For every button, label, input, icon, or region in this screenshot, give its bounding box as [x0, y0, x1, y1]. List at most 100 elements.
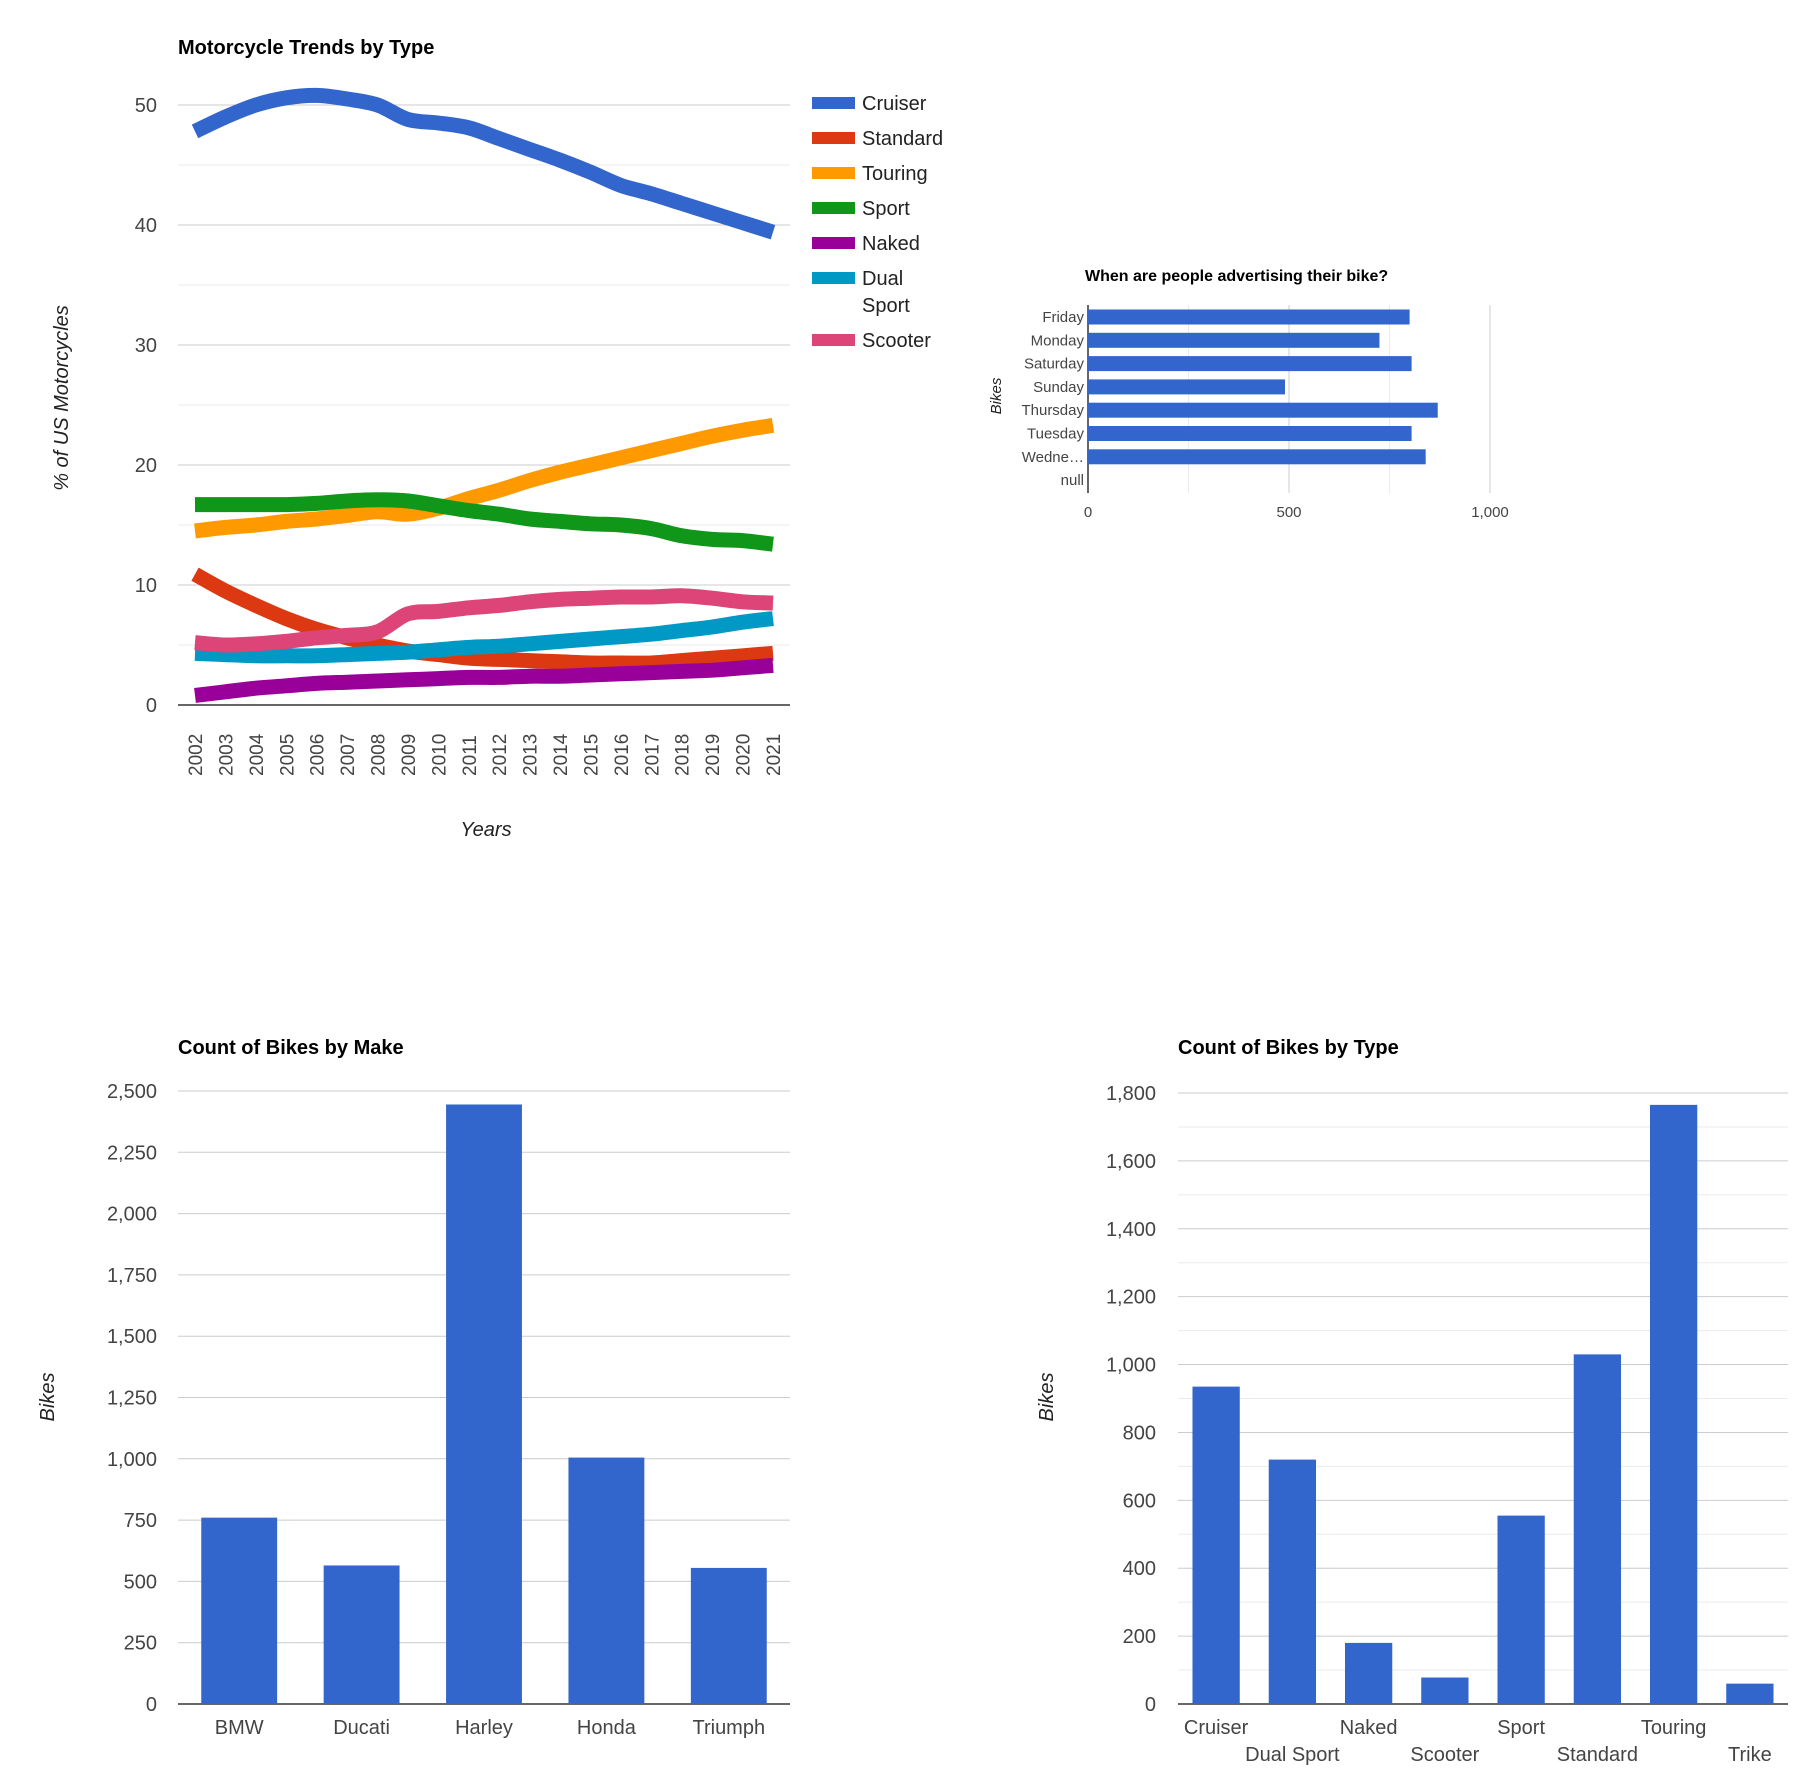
series-line-scooter: [194, 588, 774, 653]
legend-swatch-scooter: [812, 334, 855, 346]
make-chart: Count of Bikes by Make Bikes 0 250 500 750 1…: [37, 1037, 790, 1739]
bar-standard: [1573, 1354, 1622, 1704]
type-bars: [1192, 1104, 1774, 1704]
y-tick-label: 1,500: [107, 1326, 157, 1348]
legend-swatch-sport: [812, 202, 855, 214]
y-tick-label: 0: [1145, 1694, 1156, 1716]
bar-sport: [1497, 1515, 1545, 1704]
legend-swatch-touring: [812, 167, 855, 179]
x-tick-label: 2011: [460, 735, 481, 776]
legend-label-naked: Naked: [862, 233, 920, 255]
y-tick-label: 1,200: [1106, 1287, 1156, 1309]
legend-swatch-dual-sport: [812, 272, 855, 284]
trends-chart-title: Motorcycle Trends by Type: [178, 37, 434, 59]
x-tick-label: Honda: [577, 1717, 637, 1739]
x-tick-label: BMW: [215, 1717, 264, 1739]
y-tick-label: 1,000: [107, 1449, 157, 1471]
bar-honda: [568, 1457, 645, 1704]
y-tick-label: 10: [135, 575, 157, 597]
category-label: Friday: [1042, 309, 1084, 326]
series-line-touring: [194, 417, 775, 539]
bar-friday: [1088, 309, 1410, 325]
x-tick-label: Trike: [1728, 1744, 1772, 1766]
series-line-standard: [191, 567, 774, 671]
legend-label-standard: Standard: [862, 128, 943, 150]
y-tick-label: 2,000: [107, 1204, 157, 1226]
x-tick-label: 2017: [642, 734, 663, 776]
make-chart-title: Count of Bikes by Make: [178, 1037, 404, 1059]
legend-label-touring: Touring: [862, 163, 928, 185]
bar-sunday: [1088, 379, 1285, 395]
x-tick-label: Harley: [455, 1717, 513, 1739]
category-label: Wedne…: [1022, 449, 1084, 466]
x-tick-label: Naked: [1340, 1717, 1398, 1739]
y-tick-label: 1,000: [1106, 1355, 1156, 1377]
y-tick-label: 500: [124, 1571, 157, 1593]
trends-chart: Motorcycle Trends by Type % of US Motorc…: [51, 37, 943, 841]
x-tick-label: Scooter: [1410, 1744, 1479, 1766]
bar-saturday: [1088, 356, 1412, 372]
legend-label-sport: Sport: [862, 198, 910, 220]
make-y-axis-title: Bikes: [37, 1373, 59, 1422]
category-label: Saturday: [1024, 356, 1085, 373]
x-tick-label: 2016: [612, 734, 633, 776]
x-tick-label: 2020: [734, 734, 755, 776]
legend-label-cruiser: Cruiser: [862, 93, 927, 115]
bar-dualsport: [1268, 1459, 1317, 1704]
x-tick-label: Ducati: [333, 1717, 390, 1739]
y-tick-label: 40: [135, 215, 157, 237]
x-tick-label: 2013: [521, 734, 542, 776]
series-line-sport: [195, 492, 774, 552]
x-tick-label: 2019: [703, 734, 724, 776]
x-tick-label: 2006: [308, 734, 329, 776]
x-tick-label: 2005: [277, 734, 298, 776]
type-y-axis-title: Bikes: [1036, 1373, 1058, 1422]
x-tick-label: 2008: [369, 734, 390, 776]
weekday-chart: When are people advertising their bike? …: [988, 268, 1509, 521]
trends-series: [191, 87, 776, 703]
series-line-dual-sport: [194, 611, 774, 664]
type-tick-labels: 0 200 400 600 800 1,000 1,200 1,400 1,600 1,800 Cr…: [1106, 1083, 1772, 1766]
x-tick-label: 2010: [429, 734, 450, 776]
y-tick-label: 2,500: [107, 1081, 157, 1103]
category-label: Thursday: [1021, 402, 1084, 419]
y-tick-label: 0: [146, 1694, 157, 1716]
legend-swatch-cruiser: [812, 97, 855, 109]
y-tick-label: 800: [1123, 1422, 1156, 1444]
x-tick-label: 2002: [186, 734, 207, 776]
weekday-bars: [1088, 309, 1438, 465]
bar-naked: [1344, 1642, 1393, 1704]
x-tick-label: 2021: [764, 734, 785, 776]
bar-ducati: [323, 1565, 400, 1704]
y-tick-label: 1,600: [1106, 1151, 1156, 1173]
y-tick-label: 20: [135, 455, 157, 477]
x-tick-label: 2015: [582, 734, 603, 776]
x-tick-label: 2007: [338, 734, 359, 776]
weekday-chart-title: When are people advertising their bike?: [1085, 268, 1388, 285]
y-tick-label: 1,400: [1106, 1219, 1156, 1241]
legend-swatch-naked: [812, 237, 855, 249]
x-tick-label: Triumph: [692, 1717, 765, 1739]
bar-tuesday: [1088, 426, 1412, 441]
bar-triumph: [690, 1567, 767, 1704]
make-bars: [201, 1104, 767, 1704]
bar-bmw: [201, 1517, 278, 1704]
x-tick-label: 2004: [247, 733, 268, 776]
trends-x-axis-title: Years: [460, 819, 511, 841]
legend-swatch-standard: [812, 132, 855, 144]
bar-monday: [1088, 332, 1380, 348]
trends-legend[interactable]: Cruiser Standard Touring Sport Naked Dual Spor…: [812, 93, 943, 352]
x-tick-label: 0: [1084, 504, 1092, 521]
x-tick-label: 500: [1276, 504, 1301, 521]
type-chart-title: Count of Bikes by Type: [1178, 1037, 1399, 1059]
x-tick-label: Sport: [1497, 1717, 1545, 1739]
y-tick-label: 1,250: [107, 1388, 157, 1410]
x-tick-label: 2009: [399, 734, 420, 776]
x-tick-label: Standard: [1557, 1744, 1638, 1766]
y-tick-label: 600: [1123, 1490, 1156, 1512]
x-tick-label: 2003: [216, 734, 237, 776]
y-tick-label: 1,750: [107, 1265, 157, 1287]
weekday-tick-labels: Friday Monday Saturday Sunday Thursday Tuesda…: [1021, 309, 1508, 521]
category-label: null: [1061, 472, 1084, 489]
bar-wedne: [1088, 449, 1426, 465]
